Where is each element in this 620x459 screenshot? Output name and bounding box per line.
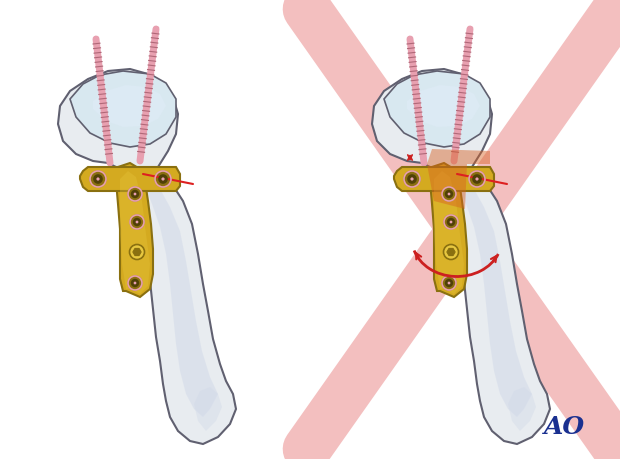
Circle shape — [96, 177, 100, 180]
Circle shape — [447, 218, 455, 226]
Circle shape — [410, 177, 414, 180]
Polygon shape — [120, 171, 150, 294]
Polygon shape — [434, 171, 464, 294]
Circle shape — [476, 177, 479, 180]
Polygon shape — [70, 71, 176, 147]
Polygon shape — [460, 181, 532, 417]
Circle shape — [130, 215, 144, 229]
Polygon shape — [508, 387, 536, 431]
Text: AO: AO — [544, 415, 585, 439]
Circle shape — [448, 282, 450, 285]
Circle shape — [128, 187, 142, 201]
Polygon shape — [372, 69, 550, 444]
Circle shape — [445, 279, 453, 287]
Circle shape — [133, 282, 136, 285]
Circle shape — [445, 190, 453, 198]
Polygon shape — [194, 387, 222, 431]
Circle shape — [450, 221, 453, 224]
Circle shape — [442, 276, 456, 290]
Circle shape — [155, 171, 171, 187]
Circle shape — [133, 218, 141, 226]
Circle shape — [404, 171, 420, 187]
Circle shape — [133, 193, 136, 196]
Circle shape — [448, 193, 450, 196]
Circle shape — [472, 174, 482, 184]
Circle shape — [131, 190, 140, 198]
Circle shape — [93, 174, 103, 184]
Circle shape — [128, 276, 142, 290]
Circle shape — [131, 279, 140, 287]
Polygon shape — [93, 85, 166, 127]
Polygon shape — [430, 163, 467, 297]
Circle shape — [136, 221, 138, 224]
Circle shape — [443, 245, 459, 259]
Circle shape — [161, 177, 164, 180]
Polygon shape — [447, 248, 455, 256]
Polygon shape — [394, 167, 494, 191]
Polygon shape — [427, 149, 490, 209]
Circle shape — [444, 215, 458, 229]
Polygon shape — [58, 69, 236, 444]
Polygon shape — [407, 85, 480, 127]
Circle shape — [469, 171, 485, 187]
Circle shape — [158, 174, 168, 184]
Polygon shape — [146, 181, 218, 417]
Polygon shape — [384, 71, 490, 147]
Circle shape — [407, 174, 417, 184]
Polygon shape — [133, 248, 141, 256]
Polygon shape — [116, 163, 153, 297]
Polygon shape — [80, 167, 180, 191]
Circle shape — [442, 187, 456, 201]
Circle shape — [130, 245, 144, 259]
Circle shape — [90, 171, 106, 187]
